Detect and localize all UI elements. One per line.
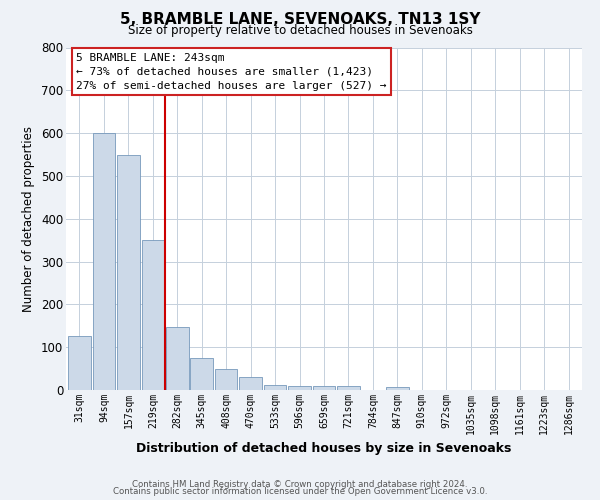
Bar bbox=[386, 387, 409, 390]
Bar bbox=[239, 377, 262, 390]
Bar bbox=[288, 386, 311, 390]
Bar bbox=[166, 326, 188, 390]
X-axis label: Distribution of detached houses by size in Sevenoaks: Distribution of detached houses by size … bbox=[136, 442, 512, 455]
Bar bbox=[215, 368, 238, 390]
Y-axis label: Number of detached properties: Number of detached properties bbox=[22, 126, 35, 312]
Bar bbox=[264, 385, 286, 390]
Text: Size of property relative to detached houses in Sevenoaks: Size of property relative to detached ho… bbox=[128, 24, 472, 37]
Text: 5, BRAMBLE LANE, SEVENOAKS, TN13 1SY: 5, BRAMBLE LANE, SEVENOAKS, TN13 1SY bbox=[120, 12, 480, 28]
Bar bbox=[117, 154, 140, 390]
Bar bbox=[313, 386, 335, 390]
Bar bbox=[142, 240, 164, 390]
Bar bbox=[68, 336, 91, 390]
Bar bbox=[190, 358, 213, 390]
Text: Contains public sector information licensed under the Open Government Licence v3: Contains public sector information licen… bbox=[113, 488, 487, 496]
Bar bbox=[92, 133, 115, 390]
Text: Contains HM Land Registry data © Crown copyright and database right 2024.: Contains HM Land Registry data © Crown c… bbox=[132, 480, 468, 489]
Bar bbox=[337, 386, 360, 390]
Text: 5 BRAMBLE LANE: 243sqm
← 73% of detached houses are smaller (1,423)
27% of semi-: 5 BRAMBLE LANE: 243sqm ← 73% of detached… bbox=[76, 52, 387, 90]
